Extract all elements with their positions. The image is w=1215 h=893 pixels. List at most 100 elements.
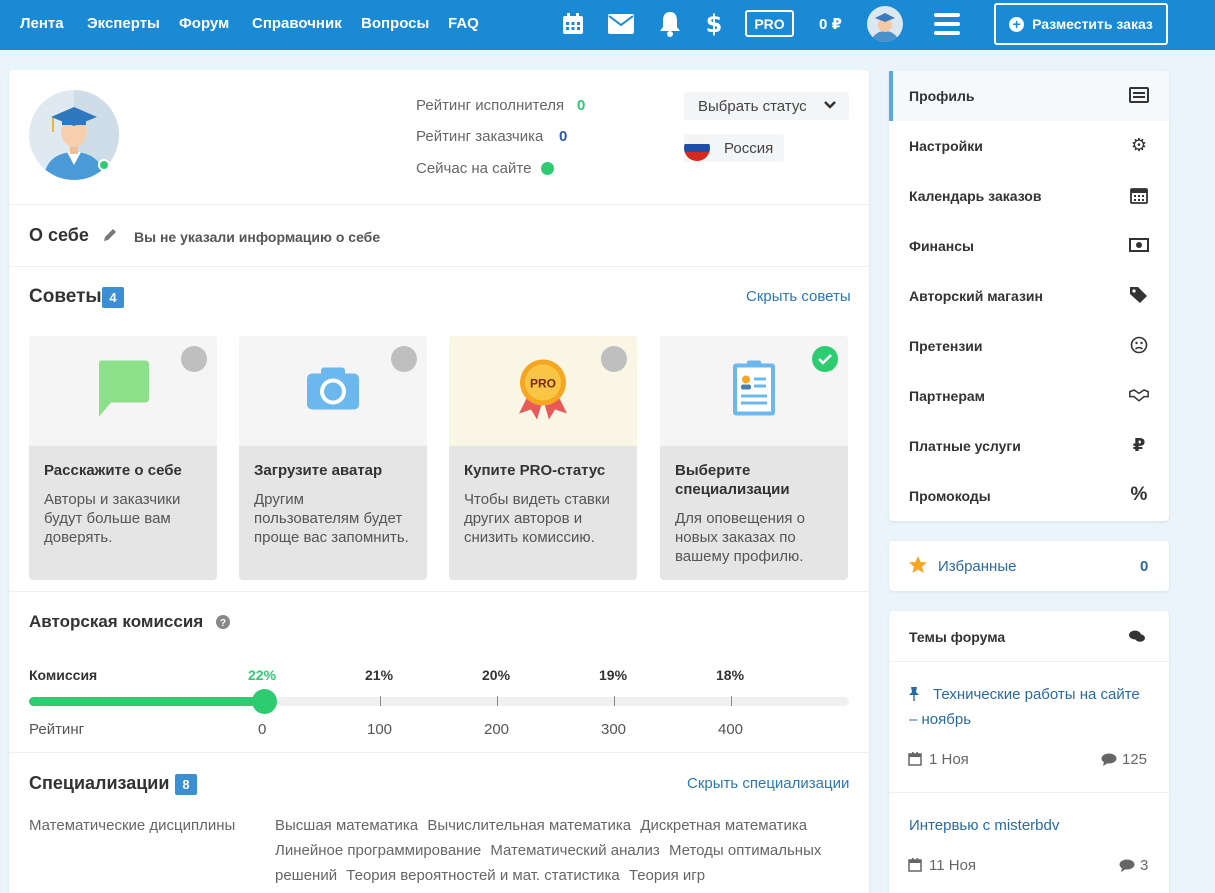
- gear-icon: ⚙: [1130, 134, 1148, 156]
- tip-card-pro[interactable]: PRO Купите PRO-статус Чтобы видеть ставк…: [449, 336, 637, 580]
- about-text: Вы не указали информацию о себе: [134, 229, 381, 245]
- sidebar-item-profile[interactable]: Профиль: [889, 71, 1169, 121]
- nav-faq-link[interactable]: FAQ: [448, 15, 479, 32]
- russia-flag-icon: [684, 135, 710, 161]
- menu-icon[interactable]: [934, 13, 960, 35]
- help-icon[interactable]: ?: [216, 615, 230, 634]
- commission-level: 18%: [716, 667, 745, 683]
- calendar-icon[interactable]: [558, 9, 588, 39]
- specialization-item[interactable]: Высшая математика: [275, 817, 419, 834]
- favorites-card[interactable]: Избранные 0: [889, 541, 1169, 591]
- status-select[interactable]: Выбрать статус: [684, 92, 849, 120]
- svg-text:PRO: PRO: [530, 377, 556, 391]
- sidebar-item-partners[interactable]: Партнерам: [889, 371, 1169, 421]
- tip-title: Расскажите о себе: [44, 462, 182, 479]
- tip-title: Загрузите аватар: [254, 462, 383, 479]
- nav-questions-link[interactable]: Вопросы: [361, 15, 430, 32]
- comments-icon: [1128, 629, 1146, 649]
- tips-count-badge: 4: [102, 287, 124, 308]
- nav-experts-link[interactable]: Эксперты: [87, 15, 160, 32]
- tip-status-icon: [601, 346, 627, 372]
- check-icon: [812, 346, 838, 372]
- sidebar-item-label: Настройки: [909, 138, 983, 154]
- forum-thread-title[interactable]: Интервью с misterbdv: [909, 817, 1060, 834]
- pro-button[interactable]: PRO: [745, 10, 794, 37]
- sidebar-item-label: Календарь заказов: [909, 188, 1042, 204]
- specialization-item[interactable]: Теория вероятностей и мат. статистика: [346, 867, 620, 884]
- tip-text: Для оповещения о новых заказах по вашему п…: [675, 510, 805, 565]
- sidebar-item-claims[interactable]: Претензии: [889, 321, 1169, 371]
- rating-threshold: 200: [484, 721, 510, 738]
- percent-icon: %: [1130, 484, 1148, 505]
- sidebar-item-shop[interactable]: Авторский магазин: [889, 271, 1169, 321]
- tip-card-about[interactable]: Расскажите о себе Авторы и заказчики буду…: [29, 336, 217, 580]
- specialization-item[interactable]: Математический анализ: [490, 842, 660, 859]
- nav-reference-link[interactable]: Справочник: [252, 15, 342, 32]
- ruble-icon: ₽: [1132, 434, 1146, 456]
- profile-main-card: Рейтинг исполнителя 0 Рейтинг заказчика …: [9, 70, 869, 893]
- performer-rating-value: 0: [577, 97, 586, 114]
- tip-text: Авторы и заказчики будут больше вам доверя…: [44, 491, 181, 546]
- sidebar-item-label: Промокоды: [909, 488, 991, 504]
- scale-tick: [614, 696, 615, 706]
- sidebar-item-label: Претензии: [909, 338, 983, 354]
- commission-title: Авторская комиссия: [29, 612, 204, 631]
- mail-icon[interactable]: [606, 9, 636, 39]
- sidebar-item-label: Финансы: [909, 238, 974, 254]
- calendar-small-icon: [908, 752, 922, 771]
- specialization-item[interactable]: Теория игр: [628, 867, 706, 884]
- bell-icon[interactable]: [655, 9, 685, 39]
- commission-level: 20%: [482, 667, 511, 683]
- country-badge: Россия: [684, 134, 784, 162]
- forum-thread-title[interactable]: Технические работы на сайте – ноябрь: [909, 686, 1140, 728]
- tip-text: Чтобы видеть ставки других авторов и снизи…: [464, 491, 610, 546]
- specialization-group-label: Математические дисциплины: [29, 817, 236, 834]
- specialization-item[interactable]: Методы оптимальных решений: [275, 842, 822, 884]
- tip-title: Купите PRO-статус: [464, 462, 606, 479]
- customer-rating-label: Рейтинг заказчика: [416, 128, 544, 145]
- commission-row-label: Комиссия: [29, 667, 98, 683]
- specialization-item[interactable]: Вычислительная математика: [427, 817, 632, 834]
- commission-level: 21%: [365, 667, 394, 683]
- tip-card-avatar[interactable]: Загрузите аватар Другим пользователям буд…: [239, 336, 427, 580]
- sidebar-item-settings[interactable]: Настройки ⚙: [889, 121, 1169, 171]
- chevron-down-icon: [823, 98, 837, 116]
- sidebar-item-finance[interactable]: Финансы: [889, 221, 1169, 271]
- user-avatar[interactable]: [867, 6, 903, 42]
- clipboard-icon: [731, 360, 777, 423]
- svg-text:?: ?: [220, 618, 226, 629]
- place-order-button[interactable]: + Разместить заказ: [994, 3, 1168, 45]
- speech-bubble-icon: [95, 359, 151, 424]
- online-status-dot: [541, 162, 554, 175]
- id-card-icon: [1129, 85, 1149, 105]
- favorites-label: Избранные: [938, 558, 1017, 575]
- commission-progress-knob: [252, 689, 277, 714]
- sidebar-menu: Профиль Настройки ⚙ Календарь заказов Фи…: [889, 71, 1169, 521]
- sidebar-item-paid-services[interactable]: Платные услуги ₽: [889, 421, 1169, 471]
- dollar-icon[interactable]: $: [705, 10, 723, 38]
- handshake-icon: [1129, 385, 1149, 405]
- nav-feed-link[interactable]: Лента: [20, 15, 64, 32]
- sidebar-item-promocodes[interactable]: Промокоды %: [889, 471, 1169, 521]
- online-indicator: [98, 159, 110, 171]
- tip-card-specializations[interactable]: Выберите специализации Для оповещения о но…: [660, 336, 848, 580]
- tip-title: Выберите специализации: [675, 462, 790, 498]
- nav-forum-link[interactable]: Форум: [179, 15, 230, 32]
- pin-icon: [907, 686, 921, 707]
- top-navbar: Лента Эксперты Форум Справочник Вопросы …: [0, 0, 1215, 50]
- specialization-item[interactable]: Линейное программирование: [275, 842, 482, 859]
- hide-specializations-link[interactable]: Скрыть специализации: [687, 775, 850, 792]
- forum-topics-card: Темы форума Технические работы на сайте …: [889, 611, 1169, 893]
- comment-icon: [1119, 859, 1135, 877]
- forum-thread-comments: 3: [1140, 857, 1149, 874]
- balance[interactable]: 0 ₽: [819, 16, 842, 33]
- plus-circle-icon: +: [1009, 16, 1025, 32]
- commission-level: 22%: [248, 667, 277, 683]
- pencil-icon[interactable]: [102, 227, 118, 248]
- sidebar-item-label: Партнерам: [909, 388, 986, 404]
- hide-tips-link[interactable]: Скрыть советы: [746, 288, 851, 305]
- sidebar-item-calendar[interactable]: Календарь заказов: [889, 171, 1169, 221]
- tips-title: Советы: [29, 286, 102, 307]
- frown-icon: [1129, 335, 1149, 355]
- specialization-item[interactable]: Дискретная математика: [640, 817, 808, 834]
